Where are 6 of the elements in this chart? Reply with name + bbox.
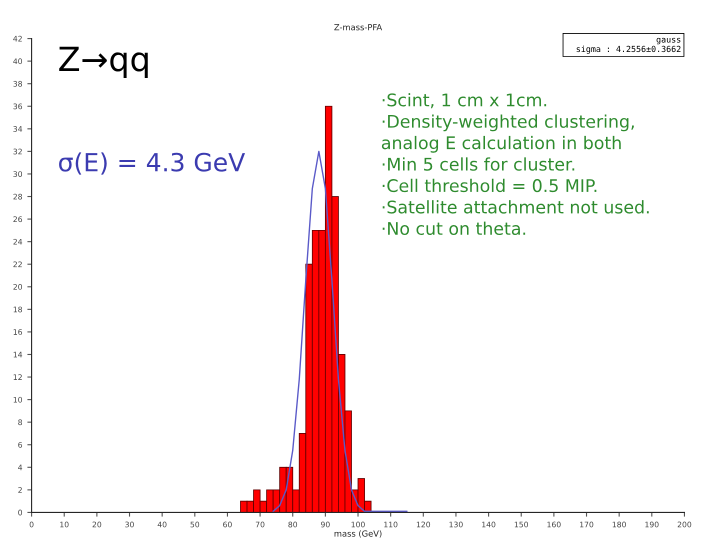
- chart-title: Z-mass-PFA: [334, 24, 382, 30]
- x-axis-title: mass (GeV): [334, 530, 382, 538]
- annotation: Z→qq: [59, 46, 148, 78]
- annotation: gauss sigma : 4.2556±0.3662: [576, 38, 680, 54]
- annotation: ·Scint, 1 cm x 1cm. ·Density-weighted clustering, analog E calculation in both ·Min 5 cells for cluster. ·Cell threshold = 0.5 MIP. ·Satellite attachment not used. ·No cut on theta.: [382, 93, 649, 236]
- annotation: σ(E) = 4.3 GeV: [59, 152, 246, 175]
